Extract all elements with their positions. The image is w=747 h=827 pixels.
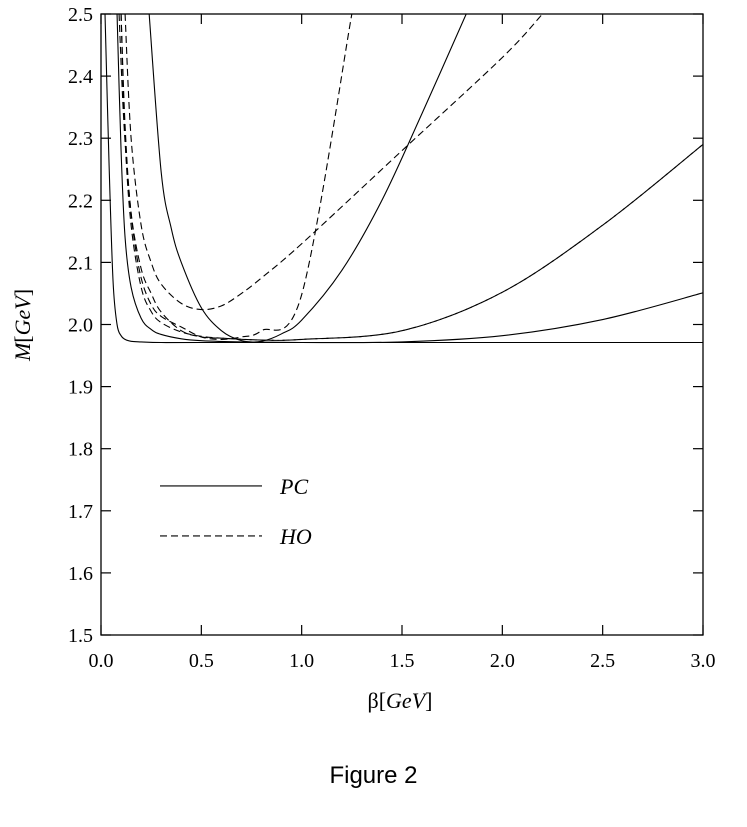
y-axis-unit: GeV [10,294,35,336]
y-tick-label: 1.5 [68,625,93,647]
pc-curve-3 [148,14,467,343]
x-axis-unit: GeV [386,688,428,713]
x-tick-label: 2.5 [590,650,615,672]
x-ticks: 0.0 0.5 1.0 1.5 2.0 2.5 3.0 [89,14,716,672]
y-tick-label: 1.7 [68,501,93,523]
y-tick-label: 2.2 [68,190,93,212]
y-tick-label: 2.0 [68,315,93,337]
ho-curve-7 [120,14,703,341]
x-tick-label: 3.0 [691,650,716,672]
pc-curve-1 [104,14,703,344]
y-tick-label: 2.3 [68,128,93,150]
ho-curve-4 [118,14,353,340]
curves [104,14,703,344]
ho-curve-5 [124,14,543,311]
x-tick-label: 0.0 [89,650,114,672]
y-tick-label: 2.5 [68,4,93,26]
y-tick-label: 1.8 [68,439,93,461]
plot-frame [100,13,704,636]
legend-label-pc: PC [279,474,308,499]
y-ticks: 1.5 1.6 1.7 1.8 1.9 2.0 2.1 2.2 2.3 2.4 2.5 [68,4,703,647]
x-tick-label: 2.0 [490,650,515,672]
x-tick-label: 1.0 [289,650,314,672]
y-tick-label: 1.9 [68,377,93,399]
y-tick-label: 2.1 [68,252,93,274]
x-axis-symbol: β [368,688,379,713]
x-tick-label: 1.5 [390,650,415,672]
legend: PC HO [160,474,312,549]
x-tick-label: 0.5 [189,650,214,672]
plot-axes [100,13,704,636]
y-tick-label: 1.6 [68,563,93,585]
pc-curve-2 [116,14,703,344]
figure-caption: Figure 2 [329,762,418,789]
y-axis-symbol: M [10,341,35,362]
y-tick-label: 2.4 [68,66,93,88]
y-axis-label: M[GeV] [10,289,35,362]
x-axis-label: β[GeV] [368,688,433,713]
legend-label-ho: HO [279,524,312,549]
ho-curve-6 [120,14,703,341]
